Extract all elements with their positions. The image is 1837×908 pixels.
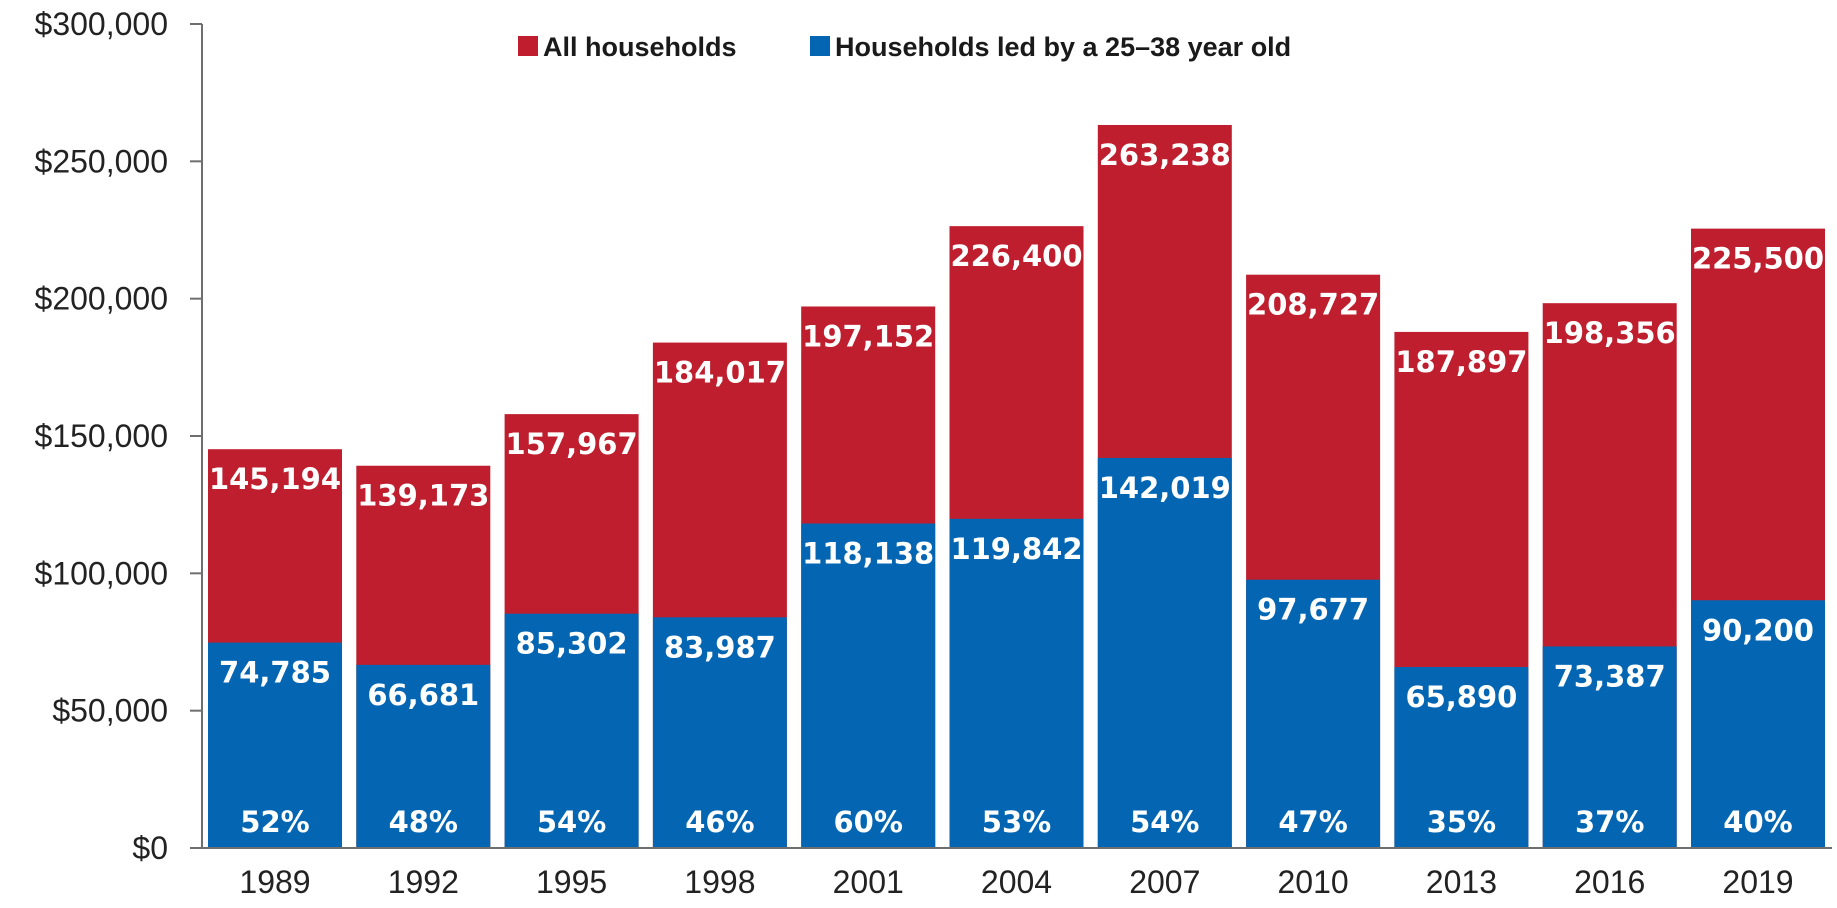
data-label-all-households-2001: 197,152 <box>802 319 934 353</box>
legend-label-0: All households <box>543 32 737 62</box>
bar-young-households-1995 <box>504 613 639 848</box>
bar-young-households-2013 <box>1394 667 1529 848</box>
percent-label-2001: 60% <box>833 805 902 839</box>
bar-young-households-2010 <box>1246 579 1381 848</box>
percent-label-1989: 52% <box>240 805 309 839</box>
data-label-young-households-2004: 119,842 <box>950 532 1082 566</box>
y-tick-label-200000: $200,000 <box>35 281 168 317</box>
y-tick-label-100000: $100,000 <box>35 555 168 591</box>
data-label-all-households-2007: 263,238 <box>1099 138 1231 172</box>
x-tick-label-2016: 2016 <box>1574 864 1645 900</box>
data-label-all-households-2004: 226,400 <box>950 239 1082 273</box>
data-label-all-households-2010: 208,727 <box>1247 288 1379 322</box>
data-label-young-households-1998: 83,987 <box>664 630 776 664</box>
data-label-young-households-2019: 90,200 <box>1702 613 1814 647</box>
data-label-young-households-1995: 85,302 <box>516 627 628 661</box>
x-tick-label-2010: 2010 <box>1278 864 1349 900</box>
percent-label-2010: 47% <box>1278 805 1347 839</box>
data-label-all-households-2019: 225,500 <box>1692 242 1824 276</box>
percent-label-2016: 37% <box>1575 805 1644 839</box>
x-tick-label-1998: 1998 <box>684 864 755 900</box>
bar-labels-layer: 145,194 74,785 52% 139,173 66,681 48% 157,967 8… <box>209 138 1824 839</box>
data-label-all-households-2016: 198,356 <box>1544 316 1676 350</box>
data-label-all-households-1989: 145,194 <box>209 462 341 496</box>
data-label-young-households-2010: 97,677 <box>1257 593 1369 627</box>
bar-young-households-2004 <box>949 518 1084 848</box>
percent-label-1998: 46% <box>685 805 754 839</box>
bar-young-households-1992 <box>356 664 491 848</box>
percent-label-1992: 48% <box>389 805 458 839</box>
percent-label-2007: 54% <box>1130 805 1199 839</box>
percent-label-1995: 54% <box>537 805 606 839</box>
legend-label-1: Households led by a 25–38 year old <box>835 32 1291 62</box>
bar-young-households-1989 <box>208 642 342 848</box>
y-tick-label-300000: $300,000 <box>35 6 168 42</box>
y-tick-label-150000: $150,000 <box>35 418 168 454</box>
data-label-young-households-2001: 118,138 <box>802 537 934 571</box>
x-tick-label-2001: 2001 <box>833 864 904 900</box>
data-label-all-households-1995: 157,967 <box>506 427 638 461</box>
y-tick-label-0: $0 <box>132 830 168 866</box>
data-label-young-households-2013: 65,890 <box>1405 680 1517 714</box>
x-tick-label-1992: 1992 <box>388 864 459 900</box>
legend-swatch-0 <box>518 36 538 56</box>
legend: All households Households led by a 25–38 … <box>518 32 1291 62</box>
legend-swatch-1 <box>810 36 830 56</box>
data-label-all-households-1992: 139,173 <box>357 479 489 513</box>
x-tick-label-2004: 2004 <box>981 864 1052 900</box>
bar-young-households-2007 <box>1097 457 1232 848</box>
x-tick-label-2013: 2013 <box>1426 864 1497 900</box>
x-tick-label-1989: 1989 <box>239 864 310 900</box>
bar-young-households-2016 <box>1542 646 1677 848</box>
percent-label-2013: 35% <box>1427 805 1496 839</box>
data-label-all-households-1998: 184,017 <box>654 356 786 390</box>
x-tick-label-2019: 2019 <box>1722 864 1793 900</box>
x-tick-label-1995: 1995 <box>536 864 607 900</box>
data-label-young-households-1992: 66,681 <box>367 678 479 712</box>
percent-label-2004: 53% <box>982 805 1051 839</box>
bars-layer <box>208 124 1825 849</box>
data-label-all-households-2013: 187,897 <box>1395 345 1527 379</box>
data-label-young-households-2007: 142,019 <box>1099 471 1231 505</box>
y-tick-label-50000: $50,000 <box>52 693 168 729</box>
data-label-young-households-2016: 73,387 <box>1554 659 1666 693</box>
axes: 1989 1992 1995 1998 2001 2004 2007 2010 2013 2016… <box>35 6 1832 900</box>
percent-label-2019: 40% <box>1723 805 1792 839</box>
bar-young-households-2001 <box>801 523 936 848</box>
bar-young-households-1998 <box>652 617 787 848</box>
x-tick-label-2007: 2007 <box>1129 864 1200 900</box>
bar-young-households-2019 <box>1691 600 1825 848</box>
data-label-young-households-1989: 74,785 <box>219 656 331 690</box>
y-tick-label-250000: $250,000 <box>35 143 168 179</box>
